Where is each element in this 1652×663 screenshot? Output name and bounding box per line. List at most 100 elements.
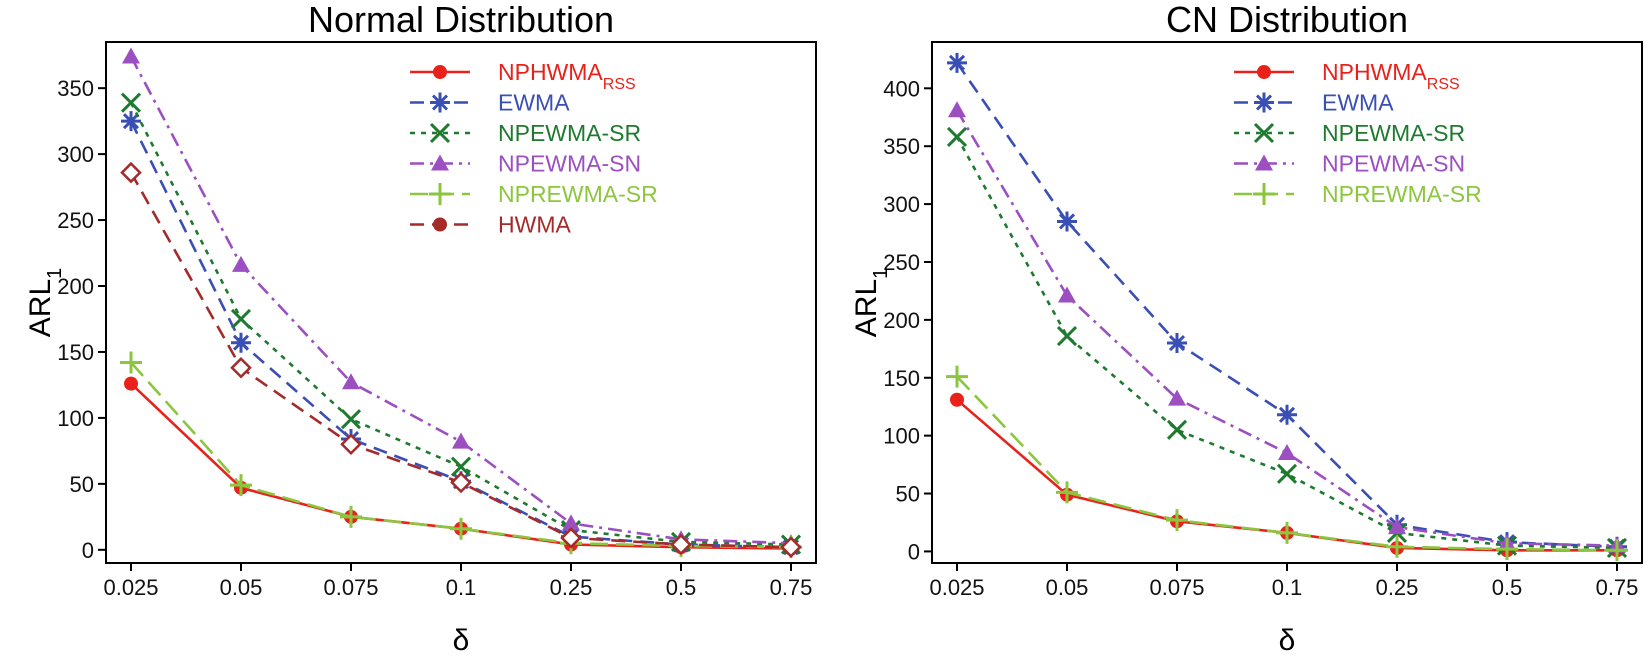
y-axis-label: ARL1 <box>24 268 66 337</box>
y-tick-label: 250 <box>57 208 94 233</box>
legend-entry-npewma-sr: NPEWMA-SR <box>410 120 641 146</box>
legend-label-name: NPREWMA-SR <box>1322 181 1482 207</box>
legend-marker-npewma-sr <box>1253 122 1275 144</box>
y-tick-label: 200 <box>57 274 94 299</box>
data-point-hwma-4 <box>560 527 582 549</box>
legend-entry-nprewma-sr: NPREWMA-SR <box>410 181 658 207</box>
series-hwma <box>120 161 802 558</box>
legend-label-name: NPEWMA-SN <box>1322 151 1465 177</box>
data-point-ewma-3 <box>1277 404 1297 425</box>
y-tick-label: 250 <box>883 250 920 275</box>
data-point-nprewma-sr-0 <box>120 351 142 374</box>
legend-marker-nprewma-sr <box>1253 183 1275 205</box>
legend-marker-hwma <box>433 217 447 232</box>
legend-label: EWMA <box>1322 90 1394 116</box>
data-point-npewma-sn-1 <box>232 255 250 272</box>
data-point-hwma-3 <box>450 471 472 494</box>
data-point-npewma-sn-0 <box>122 47 140 64</box>
x-tick-label: 0.075 <box>323 575 378 600</box>
legend-label: NPREWMA-SR <box>1322 181 1482 207</box>
legend-entry-nphwma: NPHWMARSS <box>1234 59 1460 93</box>
data-point-hwma-1 <box>230 357 252 379</box>
data-point-ewma-1 <box>1057 211 1077 232</box>
data-point-nphwma-0 <box>950 392 964 407</box>
chart-normal-distribution: Normal Distribution 0 50 100 150 200 250 300 350… <box>24 0 817 657</box>
data-point-nprewma-sr-2 <box>340 505 362 528</box>
legend-label: NPEWMA-SR <box>1322 120 1465 146</box>
x-axis-label: δ <box>1279 624 1296 657</box>
data-point-nphwma-0 <box>124 376 138 391</box>
legend-label-subscript: RSS <box>603 76 636 93</box>
x-tick-label: 0.025 <box>929 575 984 600</box>
data-point-ewma-0 <box>947 52 967 73</box>
legend-entry-nphwma: NPHWMARSS <box>410 59 636 93</box>
x-tick-label: 0.5 <box>666 575 697 600</box>
legend-marker-nphwma <box>1257 65 1271 79</box>
y-tick-label: 300 <box>883 192 920 217</box>
data-point-npewma-sn-4 <box>562 514 580 531</box>
chart-svg-normal: Normal Distribution 0 50 100 150 200 250 300 350… <box>24 0 817 657</box>
data-point-npewma-sn-1 <box>1058 286 1076 303</box>
data-point-nprewma-sr-6 <box>1606 539 1628 562</box>
legend-label: NPEWMA-SN <box>1322 151 1465 177</box>
data-point-nprewma-sr-1 <box>230 474 252 497</box>
x-tick-label: 0.25 <box>1376 575 1419 600</box>
data-point-hwma-2 <box>340 433 362 456</box>
legend-label: NPEWMA-SR <box>498 120 641 146</box>
data-point-ewma-0 <box>121 111 141 132</box>
data-point-npewma-sn-3 <box>1278 444 1296 461</box>
data-point-nprewma-sr-0 <box>946 365 968 388</box>
legend-marker-nphwma <box>433 65 447 79</box>
legend-label-name: NPEWMA-SR <box>1322 120 1465 146</box>
y-tick-label: 100 <box>57 406 94 431</box>
x-tick-label: 0.5 <box>1492 575 1523 600</box>
data-point-npewma-sr-2 <box>1166 419 1188 440</box>
legend-label: HWMA <box>498 212 571 238</box>
data-point-npewma-sr-0 <box>946 126 968 147</box>
legend-marker-nprewma-sr <box>429 183 451 205</box>
y-tick-label: 200 <box>883 308 920 333</box>
chart-cn-distribution: CN Distribution 0 50 100 150 200 250 300 350 400 0… <box>826 0 1652 663</box>
series-npewma-sn <box>948 101 1626 553</box>
y-tick-label: 0 <box>82 538 94 563</box>
y-tick-label: 350 <box>883 134 920 159</box>
data-point-nprewma-sr-1 <box>1056 481 1078 504</box>
y-tick-label: 400 <box>883 76 920 101</box>
x-tick-label: 0.1 <box>1272 575 1303 600</box>
data-point-npewma-sn-2 <box>1168 389 1186 406</box>
legend-label: NPHWMARSS <box>498 59 636 93</box>
y-axis-label-main: ARL <box>850 279 883 337</box>
y-tick-label: 50 <box>70 472 94 497</box>
legend: NPHWMARSSEWMANPEWMA-SRNPEWMA-SNNPREWMA-S… <box>410 59 658 238</box>
chart-title: Normal Distribution <box>308 0 614 40</box>
x-tick-label: 0.75 <box>1596 575 1639 600</box>
x-tick-label: 0.25 <box>550 575 593 600</box>
legend-label-name: EWMA <box>1322 90 1394 116</box>
legend-entry-npewma-sr: NPEWMA-SR <box>1234 120 1465 146</box>
legend-entry-npewma-sn: NPEWMA-SN <box>1234 151 1465 177</box>
y-tick-label: 150 <box>883 366 920 391</box>
legend-label: NPEWMA-SN <box>498 151 641 177</box>
data-point-ewma-1 <box>231 332 251 353</box>
legend-entry-npewma-sn: NPEWMA-SN <box>410 151 641 177</box>
legend-entry-nprewma-sr: NPREWMA-SR <box>1234 181 1482 207</box>
series-nprewma-sr <box>120 351 802 559</box>
y-tick-label: 100 <box>883 424 920 449</box>
y-axis-label-main: ARL <box>24 279 57 337</box>
legend-label: EWMA <box>498 90 570 116</box>
data-point-nprewma-sr-2 <box>1166 509 1188 532</box>
legend-label-name: NPHWMA <box>498 59 603 85</box>
x-tick-label: 0.075 <box>1149 575 1204 600</box>
data-point-npewma-sn-3 <box>452 432 470 449</box>
legend-label-name: NPEWMA-SN <box>498 151 641 177</box>
legend-marker-ewma <box>430 92 450 113</box>
data-point-npewma-sr-1 <box>230 308 252 330</box>
legend-label-name: HWMA <box>498 212 571 238</box>
data-point-npewma-sr-1 <box>1056 326 1078 347</box>
data-point-npewma-sn-2 <box>342 373 360 390</box>
x-axis-label: δ <box>453 624 470 657</box>
legend-entry-ewma: EWMA <box>1234 90 1394 116</box>
data-point-nprewma-sr-4 <box>1386 535 1408 558</box>
data-point-nprewma-sr-3 <box>1276 521 1298 544</box>
